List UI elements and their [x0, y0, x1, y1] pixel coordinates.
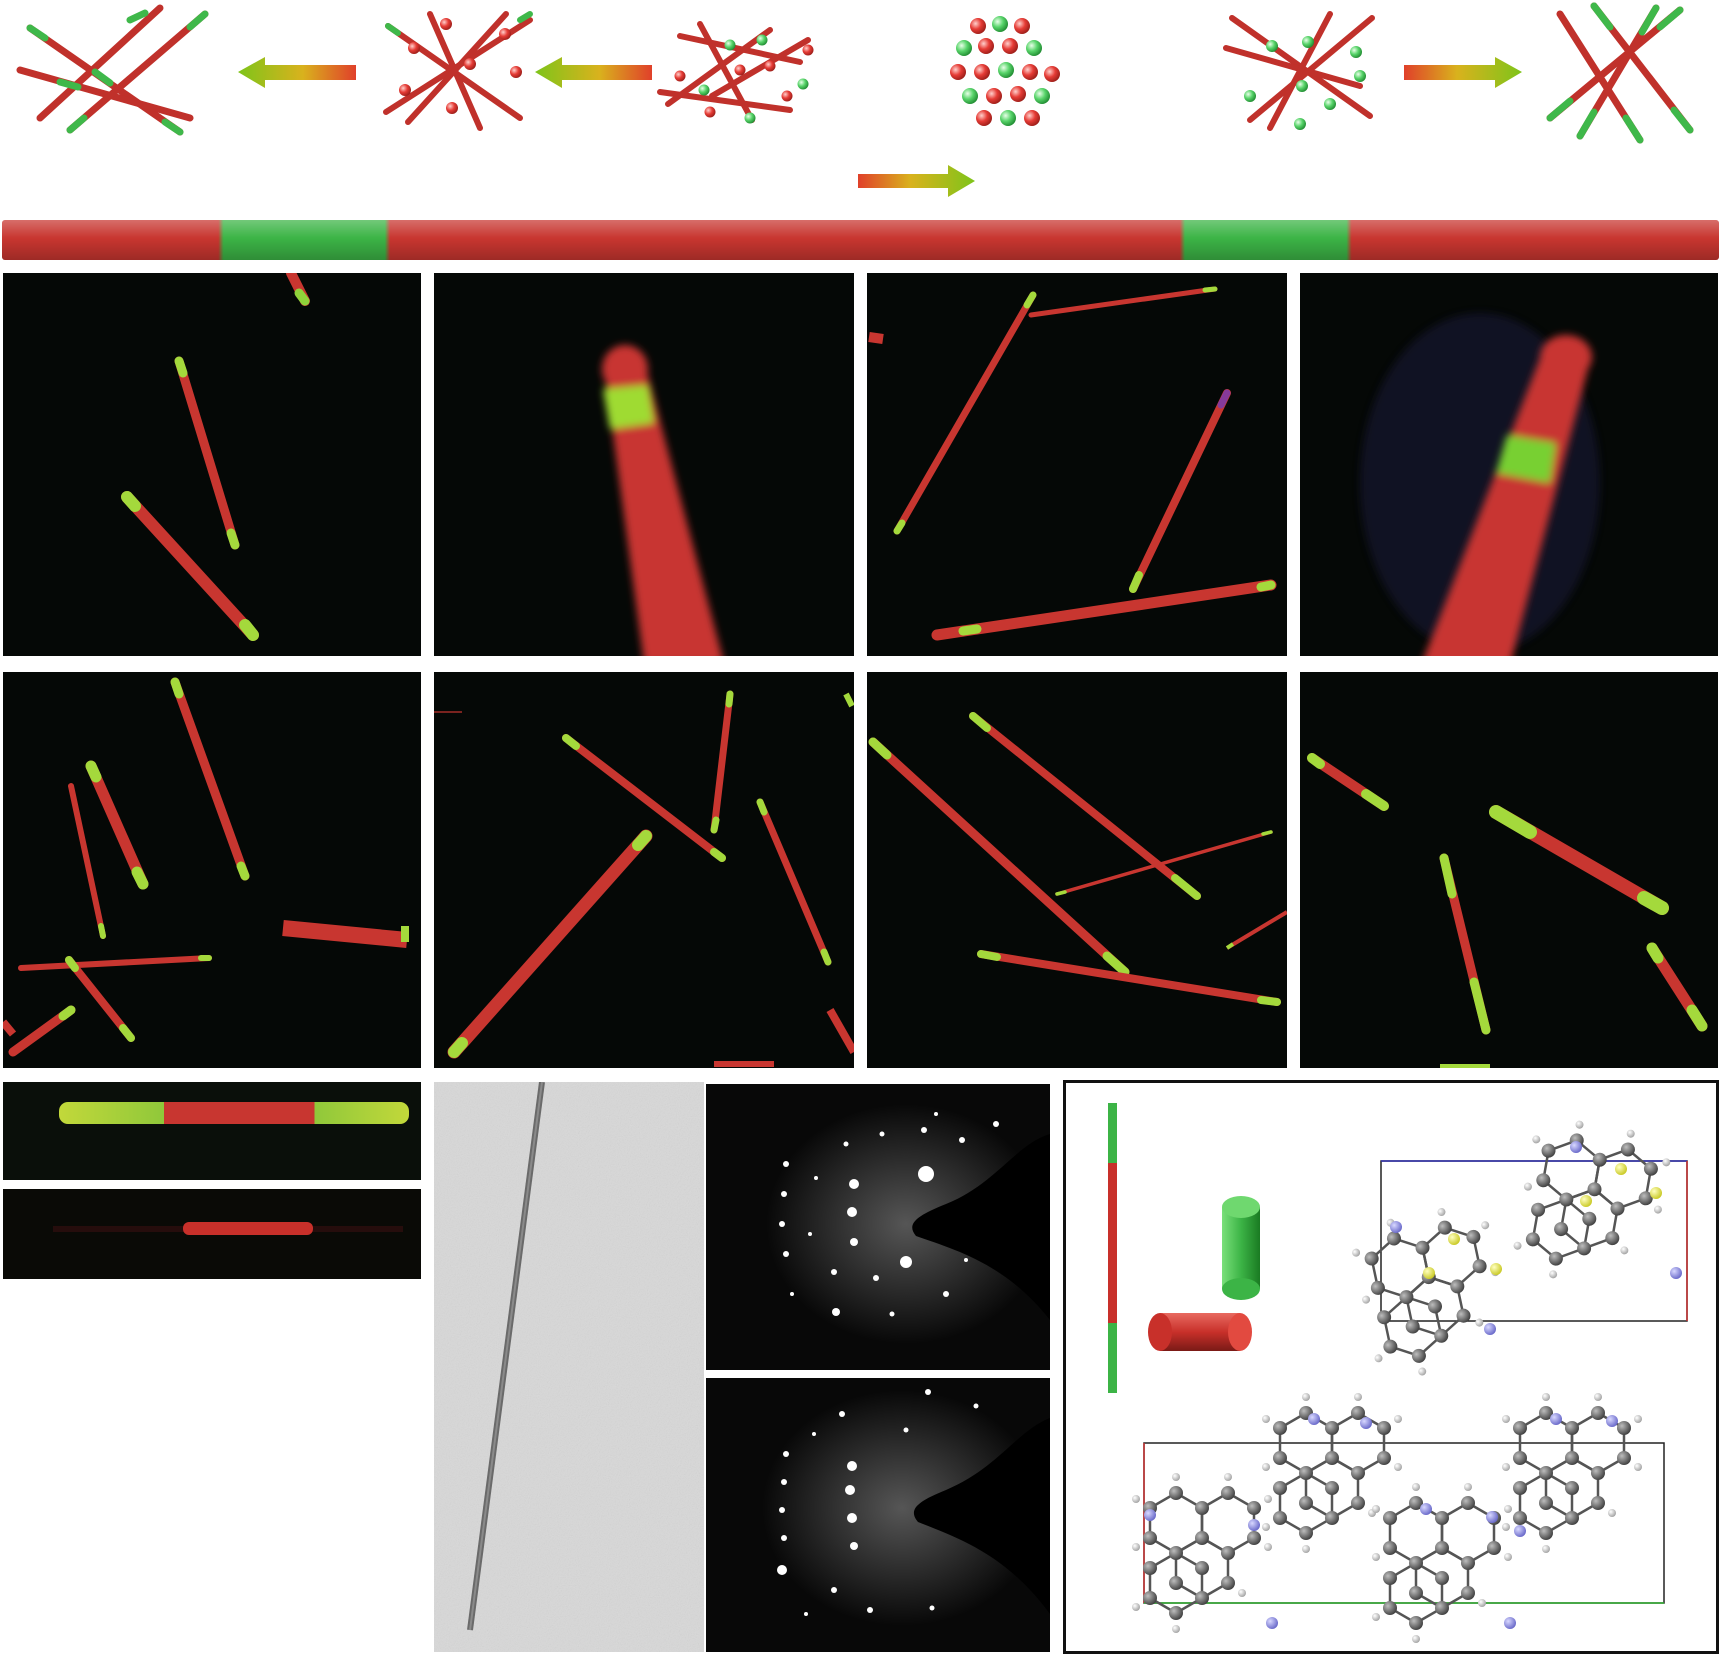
arrow-right-icon [858, 165, 975, 197]
arrow-left-icon [535, 57, 652, 88]
fluorescence-panel-f [434, 672, 854, 1068]
fluorescence-panel-b [434, 273, 854, 656]
crossed-rods-green-beads [1223, 11, 1375, 131]
tem-image [434, 1082, 704, 1652]
arrow-right-icon [1404, 57, 1522, 88]
fluorescence-panel-c [867, 273, 1287, 656]
fluorescence-panel-h [1300, 672, 1718, 1068]
fluorescence-panel-d [1300, 273, 1718, 656]
fluorescence-panel-g [867, 672, 1287, 1068]
crossed-rods-red-beads [383, 11, 533, 131]
heterojunction-bar [2, 220, 1719, 260]
single-rod-strip-bottom [3, 1189, 421, 1279]
rod-network-beads [657, 21, 814, 124]
crossed-rods-green-tips [1546, 2, 1694, 144]
cylinder-icons [1148, 1196, 1260, 1351]
single-rod-strip-top [3, 1082, 421, 1180]
bead-cluster [950, 16, 1060, 126]
crossed-rods-green-segments [16, 4, 209, 136]
vertical-rod-icon [1108, 1103, 1117, 1393]
unit-cell-lower [1130, 1391, 1665, 1645]
saed-pattern-top [706, 1084, 1050, 1370]
saed-pattern-bottom [706, 1378, 1050, 1652]
fluorescence-panel-e [3, 672, 421, 1068]
fluorescence-panel-a [3, 273, 421, 656]
arrow-left-icon [238, 57, 356, 88]
synthesis-scheme [0, 0, 1721, 200]
crystal-structure-box [1063, 1080, 1719, 1654]
unit-cell-upper [1345, 1111, 1688, 1386]
